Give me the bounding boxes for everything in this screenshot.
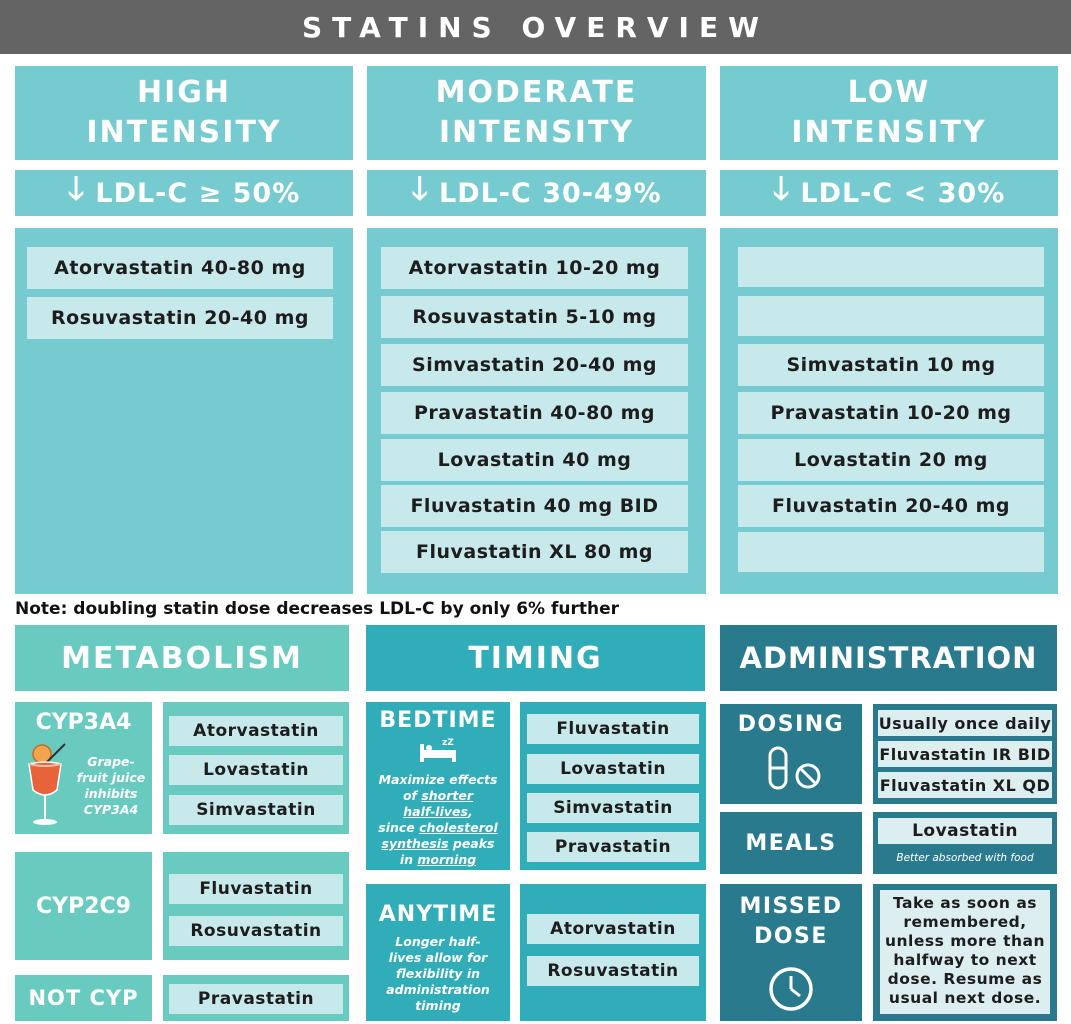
high-ldl-text: LDL-C ≥ 50% — [95, 177, 301, 209]
notcyp-drugs-box: Pravastatin — [163, 975, 349, 1021]
cyp3a4-box: CYP3A4 Grape- fruit juice inhibits CYP3A… — [15, 702, 152, 834]
meals-box: MEALS — [720, 812, 862, 874]
bedtime-drug-item: Fluvastatin — [527, 714, 699, 744]
low-drug-item: Pravastatin 10-20 mg — [738, 392, 1044, 434]
down-arrow-icon: 🡓 — [772, 169, 791, 207]
moderate-drug-item: Rosuvastatin 5-10 mg — [381, 296, 688, 338]
bedtime-drug-item: Simvastatin — [527, 793, 699, 823]
grapefruit-drink-icon — [28, 743, 66, 825]
notcyp-label: NOT CYP — [28, 986, 139, 1010]
grapefruit-caption: Grape- fruit juice inhibits CYP3A4 — [76, 754, 146, 817]
bedtime-drugs-box: Fluvastatin Lovastatin Simvastatin Prava… — [520, 702, 706, 870]
svg-text:zZ: zZ — [442, 738, 454, 748]
moderate-drug-item: Lovastatin 40 mg — [381, 439, 688, 481]
high-drug-item: Rosuvastatin 20-40 mg — [27, 297, 333, 339]
moderate-intensity-header: MODERATE INTENSITY — [367, 66, 706, 160]
administration-header: ADMINISTRATION — [720, 625, 1057, 691]
page-title: STATINS OVERVIEW — [0, 0, 1071, 54]
dose-note: Note: doubling statin dose decreases LDL… — [15, 599, 620, 619]
cyp2c9-drug-item: Fluvastatin — [169, 874, 343, 904]
low-drug-item: Lovastatin 20 mg — [738, 439, 1044, 481]
moderate-drug-item: Fluvastatin XL 80 mg — [381, 531, 688, 573]
low-drug-item-empty — [738, 532, 1044, 572]
notcyp-drug-item: Pravastatin — [169, 984, 343, 1014]
missed-dose-instructions: Take as soon as remembered, unless more … — [880, 890, 1050, 1014]
low-intensity-title-line1: LOW — [847, 75, 931, 110]
cyp2c9-box: CYP2C9 — [15, 852, 152, 960]
down-arrow-icon: 🡓 — [67, 169, 86, 207]
high-intensity-header: HIGH INTENSITY — [15, 66, 353, 160]
high-drug-panel — [15, 228, 353, 594]
pill-no-icon — [768, 746, 821, 790]
low-ldl-text: LDL-C < 30% — [800, 177, 1006, 209]
dosing-box: DOSING — [720, 704, 862, 804]
moderate-ldl-reduction: 🡓 LDL-C 30-49% — [367, 169, 706, 216]
cyp2c9-drugs-box: Fluvastatin Rosuvastatin — [163, 852, 349, 960]
metabolism-header: METABOLISM — [15, 625, 349, 691]
moderate-drug-item: Simvastatin 20-40 mg — [381, 344, 688, 386]
cyp3a4-label: CYP3A4 — [35, 710, 132, 735]
meals-label: MEALS — [745, 830, 837, 856]
low-intensity-title-line2: INTENSITY — [791, 115, 987, 150]
low-drug-item-empty — [738, 247, 1044, 287]
clock-icon — [769, 967, 813, 1011]
timing-header: TIMING — [366, 625, 705, 691]
bedtime-drug-item: Pravastatin — [527, 832, 699, 862]
bedtime-drug-item: Lovastatin — [527, 754, 699, 784]
anytime-box: ANYTIME Longer half- lives allow for fle… — [366, 884, 510, 1021]
bedtime-description: Maximize effects of shorter half-lives, … — [378, 772, 498, 867]
cyp2c9-label: CYP2C9 — [36, 893, 131, 919]
high-intensity-title-line1: HIGH — [136, 75, 231, 110]
missed-dose-label-line2: DOSE — [754, 924, 828, 949]
anytime-drugs-box: Atorvastatin Rosuvastatin — [520, 884, 706, 1021]
cyp3a4-drug-item: Lovastatin — [169, 755, 343, 785]
low-ldl-reduction: 🡓 LDL-C < 30% — [720, 169, 1058, 216]
low-drug-item-empty — [738, 296, 1044, 336]
dosing-item: Fluvastatin IR BID — [878, 741, 1052, 767]
dosing-item: Usually once daily — [878, 710, 1052, 736]
anytime-drug-item: Rosuvastatin — [527, 956, 699, 986]
dosing-items-box: Usually once daily Fluvastatin IR BID Fl… — [873, 704, 1057, 804]
dosing-label: DOSING — [737, 712, 845, 737]
missed-dose-box: MISSED DOSE — [720, 884, 862, 1021]
notcyp-box: NOT CYP — [15, 975, 152, 1021]
bed-sleep-icon: zZ — [420, 738, 456, 762]
moderate-intensity-title-line2: INTENSITY — [438, 115, 635, 150]
meals-caption: Better absorbed with food — [896, 852, 1034, 864]
low-drug-item: Simvastatin 10 mg — [738, 344, 1044, 386]
dosing-item: Fluvastatin XL QD — [878, 772, 1052, 798]
moderate-drug-item: Atorvastatin 10-20 mg — [381, 247, 688, 289]
low-drug-item: Fluvastatin 20-40 mg — [738, 485, 1044, 527]
high-ldl-reduction: 🡓 LDL-C ≥ 50% — [15, 169, 353, 216]
missed-dose-info-box: Take as soon as remembered, unless more … — [873, 884, 1057, 1021]
down-arrow-icon: 🡓 — [411, 169, 429, 207]
anytime-label: ANYTIME — [378, 902, 498, 927]
high-intensity-title-line2: INTENSITY — [86, 115, 282, 150]
cyp3a4-drugs-box: Atorvastatin Lovastatin Simvastatin — [163, 702, 349, 834]
meals-drug: Lovastatin — [878, 818, 1052, 844]
moderate-ldl-text: LDL-C 30-49% — [438, 177, 662, 209]
anytime-drug-item: Atorvastatin — [527, 914, 699, 944]
moderate-intensity-title-line1: MODERATE — [435, 75, 638, 110]
moderate-drug-item: Pravastatin 40-80 mg — [381, 392, 688, 434]
missed-dose-label: MISSED DOSE — [720, 892, 862, 952]
bedtime-label: BEDTIME — [379, 708, 497, 733]
anytime-description: Longer half- lives allow for flexibility… — [386, 934, 490, 1013]
cyp3a4-drug-item: Simvastatin — [169, 795, 343, 825]
cyp3a4-drug-item: Atorvastatin — [169, 716, 343, 746]
meals-info-box: Lovastatin Better absorbed with food — [873, 812, 1057, 874]
missed-dose-label-line1: MISSED — [739, 894, 843, 919]
low-intensity-header: LOW INTENSITY — [720, 66, 1058, 160]
moderate-drug-item: Fluvastatin 40 mg BID — [381, 485, 688, 527]
cyp2c9-drug-item: Rosuvastatin — [169, 916, 343, 946]
high-drug-item: Atorvastatin 40-80 mg — [27, 247, 333, 289]
bedtime-box: BEDTIME zZ Maximize effects of shorter h… — [366, 702, 510, 870]
